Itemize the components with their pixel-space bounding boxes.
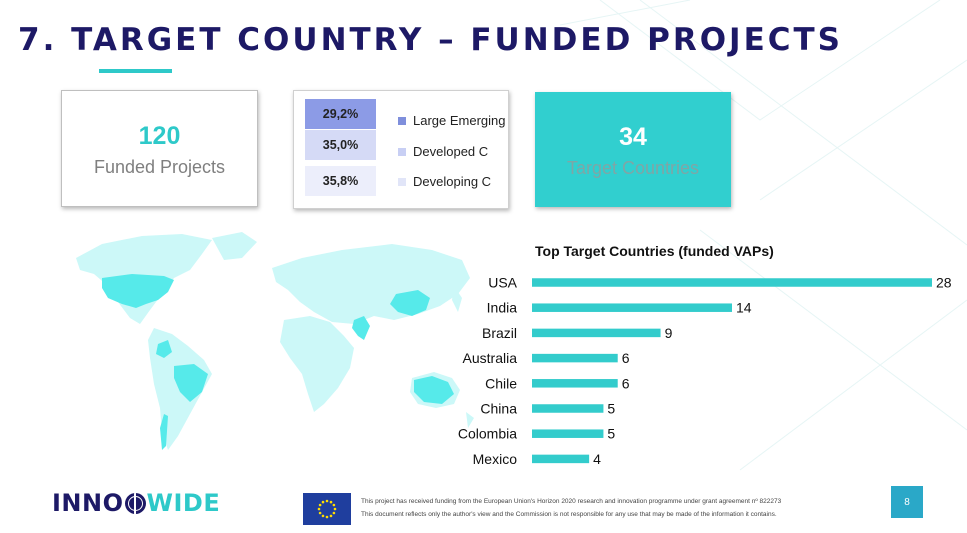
legend-item-developed: Developed C [398,144,488,159]
country-category-legend: 29,2% 35,0% 35,8% Large Emerging Develop… [293,90,509,209]
large-emerging-percent: 29,2% [305,99,376,129]
bar-brazil [532,328,661,338]
bar-value-label: 5 [607,401,615,417]
disclaimer-statement: This document reflects only the author's… [361,511,777,518]
bar-category-label: Brazil [482,325,517,341]
bar-australia [532,353,618,363]
legend-swatch-large-emerging [398,116,406,125]
funding-statement: This project has received funding from t… [361,498,782,505]
legend-label-developed: Developed C [413,144,489,159]
top-target-countries-bar-chart: USA 28 India 14 Brazil 9 Australia 6 Chile 6 China… [458,275,952,467]
bar-india [532,303,732,312]
legend-item-large-emerging: Large Emerging [398,113,506,128]
bar-category-label: Australia [463,350,518,366]
logo-text-wide: WIDE [146,489,221,517]
bar-china [532,404,604,413]
bar-category-label: India [487,300,518,316]
title-underline [99,69,172,73]
world-map [76,232,474,450]
bar-chile [532,379,618,388]
legend-label-large-emerging: Large Emerging [413,113,506,128]
innowide-logo: INNO WIDE [52,489,220,517]
bar-value-label: 9 [665,325,673,341]
bar-usa [532,278,932,287]
developing-percent: 35,8% [305,166,376,196]
bar-value-label: 5 [607,426,615,442]
target-countries-card: 34 Target Countries [535,92,731,207]
world-map-landmasses [76,232,474,450]
bar-chart-title: Top Target Countries (funded VAPs) [535,243,774,259]
world-map-highlighted-countries [102,274,454,450]
developed-percent: 35,0% [305,130,376,160]
eu-flag-icon [303,493,351,525]
legend-swatch-developed [398,147,406,156]
page-title: 7. TARGET COUNTRY – FUNDED PROJECTS [18,22,843,58]
bar-category-label: Chile [485,375,517,391]
bar-category-label: Mexico [473,451,518,467]
bar-colombia [532,429,604,438]
bar-value-label: 28 [936,275,952,291]
bar-mexico [532,454,590,464]
logo-text-inno: INNO [52,489,124,517]
funded-projects-card: 120 Funded Projects [61,90,258,207]
bar-value-label: 6 [622,350,630,366]
bar-category-label: Colombia [458,426,517,442]
bar-category-label: China [480,401,517,417]
legend-label-developing: Developing C [413,174,492,189]
bar-category-label: USA [488,275,517,291]
legend-swatch-developing [398,177,406,186]
bar-value-label: 4 [593,451,601,467]
globe-icon [124,493,146,514]
funded-projects-count: 120 [138,122,181,150]
page-number: 8 [891,486,923,518]
legend-item-developing: Developing C [398,174,491,189]
funded-projects-label: Funded Projects [93,157,226,177]
bar-value-label: 14 [736,300,752,316]
target-countries-label: Target Countries [566,158,700,178]
target-countries-count: 34 [619,123,647,151]
bar-value-label: 6 [622,375,630,391]
